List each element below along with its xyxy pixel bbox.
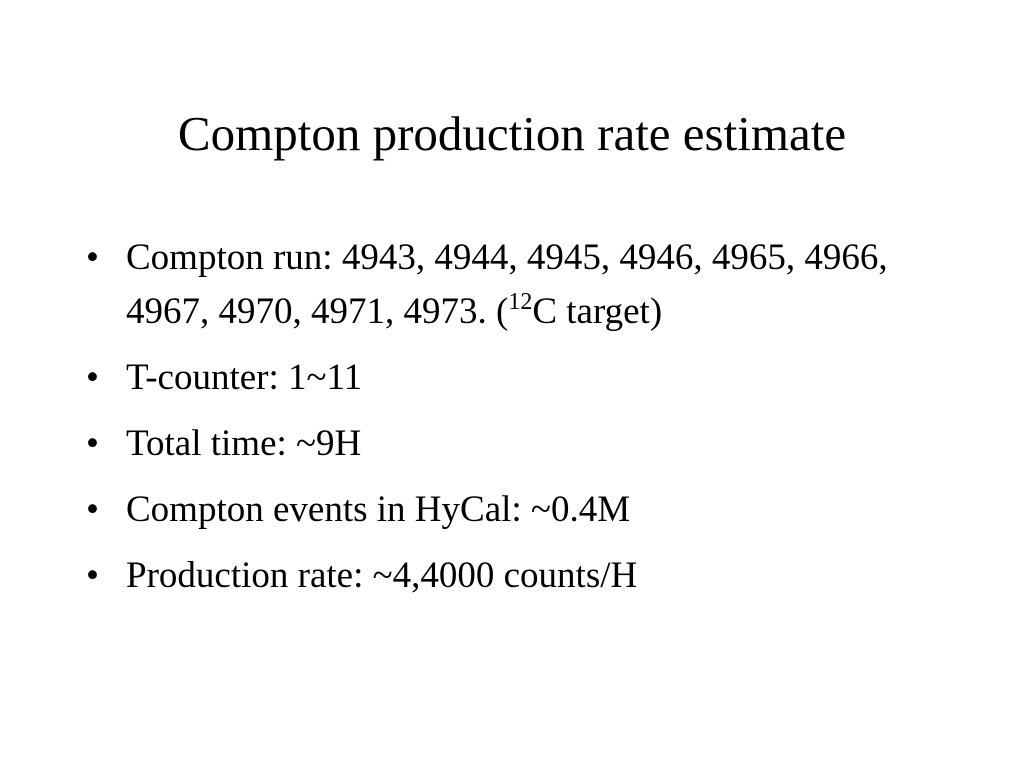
bullet-text: Production rate: ~4,4000 counts/H	[126, 555, 638, 596]
bullet-item: Compton run: 4943, 4944, 4945, 4946, 496…	[86, 231, 896, 339]
bullet-item: Total time: ~9H	[86, 417, 896, 471]
bullet-item: Compton events in HyCal: ~0.4M	[86, 483, 896, 537]
bullet-text: Compton run: 4943, 4944, 4945, 4946, 496…	[126, 237, 888, 332]
slide-title: Compton production rate estimate	[177, 106, 847, 161]
bullet-item: T-counter: 1~11	[86, 351, 896, 405]
bullet-text-tail: C target)	[532, 291, 663, 332]
bullet-item: Production rate: ~4,4000 counts/H	[86, 549, 896, 603]
superscript: 12	[508, 289, 533, 315]
bullet-text: T-counter: 1~11	[126, 357, 363, 398]
bullet-text: Compton events in HyCal: ~0.4M	[126, 489, 631, 530]
bullet-text: Total time: ~9H	[126, 423, 362, 464]
bullet-list: Compton run: 4943, 4944, 4945, 4946, 496…	[86, 231, 896, 615]
